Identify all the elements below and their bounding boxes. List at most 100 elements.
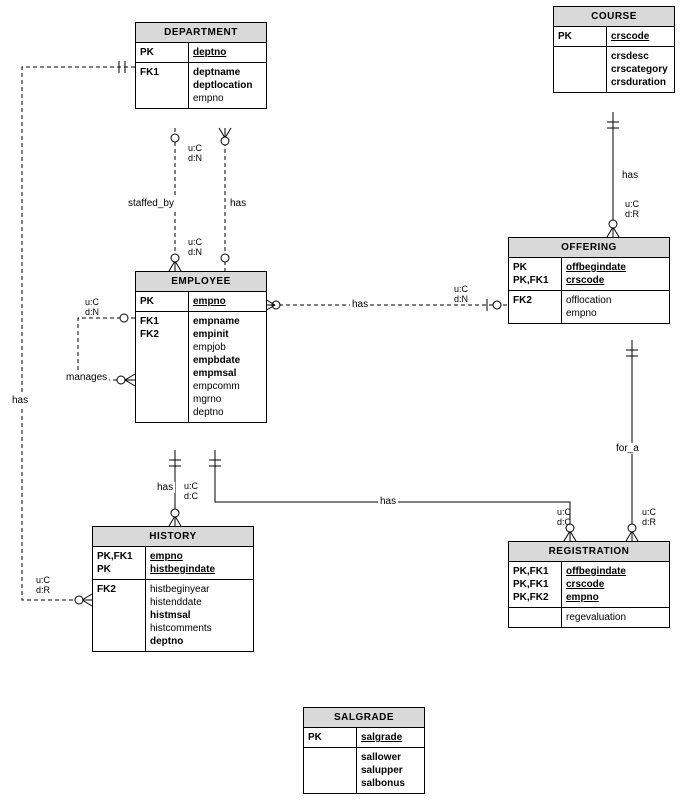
attr: empno <box>566 591 665 604</box>
attr-col: offbegindatecrscode <box>562 258 669 290</box>
attr-col: deptnamedeptlocationempno <box>189 63 266 108</box>
attr: offbegindate <box>566 261 665 274</box>
lbl-manages: manages <box>64 372 109 383</box>
attr: offbegindate <box>566 565 665 578</box>
attr: crsdesc <box>611 50 670 63</box>
entity-title: HISTORY <box>93 527 253 547</box>
entity-department: DEPARTMENTPKdeptnoFK1deptnamedeptlocatio… <box>135 22 267 109</box>
entity-employee: EMPLOYEEPK empno FK1 FK2empnameempinitempj… <box>135 271 267 423</box>
entity-row: FK2offlocationempno <box>509 290 669 323</box>
attr: crscode <box>611 30 670 43</box>
entity-row: FK1 FK2empnameempinitempjobempbdateempms… <box>136 311 266 422</box>
attr: empcomm <box>193 380 262 393</box>
entity-title: COURSE <box>554 7 674 27</box>
attr-col: empnameempinitempjobempbdateempmsalempco… <box>189 312 266 422</box>
entity-row: PK empno <box>136 292 266 311</box>
key-col: FK1 FK2 <box>136 312 189 422</box>
key-col: FK2 <box>93 580 146 651</box>
entity-course: COURSEPK crscode crsdesccrscategorycrsdura… <box>553 6 675 93</box>
attr: sallower <box>361 751 420 764</box>
attr: salupper <box>361 764 420 777</box>
entity-row: PKdeptno <box>136 43 266 62</box>
attr: histbeginyear <box>150 583 249 596</box>
entity-title: REGISTRATION <box>509 542 669 562</box>
attr-col: histbeginyearhistenddatehistmsalhistcomm… <box>146 580 253 651</box>
attr: empmsal <box>193 367 262 380</box>
attr-col: deptno <box>189 43 266 62</box>
key-col <box>554 47 607 92</box>
attr: empjob <box>193 341 262 354</box>
key-col: PK,FK1 PK <box>93 547 146 579</box>
entity-salgrade: SALGRADEPK salgrade sallowersaluppersalbon… <box>303 707 425 794</box>
key-col: FK1 <box>136 63 189 108</box>
entity-row: PK salgrade <box>304 728 424 747</box>
entity-row: PK crscode <box>554 27 674 46</box>
attr: deptname <box>193 66 262 79</box>
attr: empno <box>193 92 262 105</box>
card-staffed-upper: u:C d:N <box>186 144 204 164</box>
key-col <box>304 748 357 793</box>
lbl-emp-off-has: has <box>350 299 370 310</box>
entity-row: crsdesccrscategorycrsduration <box>554 46 674 92</box>
key-col: PK <box>554 27 607 46</box>
lbl-dept-hist-has: has <box>10 395 30 406</box>
entity-row: regevaluation <box>509 607 669 627</box>
attr: histenddate <box>150 596 249 609</box>
edge-emp-self-manages <box>78 318 135 380</box>
entity-row: PK,FK1 PK,FK1 PK,FK2offbegindatecrscodee… <box>509 562 669 607</box>
entity-title: SALGRADE <box>304 708 424 728</box>
attr: empno <box>193 295 262 308</box>
key-col <box>509 608 562 627</box>
attr: deptlocation <box>193 79 262 92</box>
edge-course-offering-has <box>607 112 619 237</box>
entity-row: sallowersaluppersalbonus <box>304 747 424 793</box>
entity-offering: OFFERINGPK PK,FK1offbegindatecrscodeFK2o… <box>508 237 670 324</box>
attr-col: crsdesccrscategorycrsduration <box>607 47 674 92</box>
lbl-dept-emp-has: has <box>228 198 248 209</box>
entity-row: FK1deptnamedeptlocationempno <box>136 62 266 108</box>
card-emp-hist: u:C d:C <box>182 482 200 502</box>
entity-row: PK PK,FK1offbegindatecrscode <box>509 258 669 290</box>
key-col: PK,FK1 PK,FK1 PK,FK2 <box>509 562 562 607</box>
card-manages: u:C d:N <box>83 298 101 318</box>
attr-col: crscode <box>607 27 674 46</box>
entity-row: FK2histbeginyearhistenddatehistmsalhistc… <box>93 579 253 651</box>
attr-col: regevaluation <box>562 608 669 627</box>
er-diagram-canvas: DEPARTMENTPKdeptnoFK1deptnamedeptlocatio… <box>0 0 690 803</box>
key-col: PK <box>136 292 189 311</box>
attr: crscategory <box>611 63 670 76</box>
attr: deptno <box>150 635 249 648</box>
attr: regevaluation <box>566 611 665 624</box>
attr: crscode <box>566 578 665 591</box>
card-off-reg: u:C d:R <box>640 508 658 528</box>
key-col: FK2 <box>509 291 562 323</box>
attr-col: offlocationempno <box>562 291 669 323</box>
attr-col: sallowersaluppersalbonus <box>357 748 424 793</box>
key-col: PK <box>304 728 357 747</box>
attr: deptno <box>193 406 262 419</box>
attr-col: empno <box>189 292 266 311</box>
lbl-staffed-by: staffed_by <box>126 198 176 209</box>
entity-title: OFFERING <box>509 238 669 258</box>
edge-layer <box>0 0 690 803</box>
entity-row: PK,FK1 PK empnohistbegindate <box>93 547 253 579</box>
attr: histbegindate <box>150 563 249 576</box>
edge-department-history-has <box>22 61 135 606</box>
edge-offering-registration-for <box>626 340 638 541</box>
attr: histmsal <box>150 609 249 622</box>
attr: empno <box>150 550 249 563</box>
entity-title: EMPLOYEE <box>136 272 266 292</box>
attr: empinit <box>193 328 262 341</box>
lbl-emp-reg-has: has <box>378 496 398 507</box>
card-staffed-lower: u:C d:N <box>186 238 204 258</box>
attr: salgrade <box>361 731 420 744</box>
attr: mgrno <box>193 393 262 406</box>
attr: histcomments <box>150 622 249 635</box>
attr-col: offbegindatecrscodeempno <box>562 562 669 607</box>
attr: empno <box>566 307 665 320</box>
attr-col: salgrade <box>357 728 424 747</box>
attr: deptno <box>193 46 262 59</box>
card-dept-hist: u:C d:R <box>34 576 52 596</box>
card-course-off: u:C d:R <box>623 200 641 220</box>
key-col: PK PK,FK1 <box>509 258 562 290</box>
